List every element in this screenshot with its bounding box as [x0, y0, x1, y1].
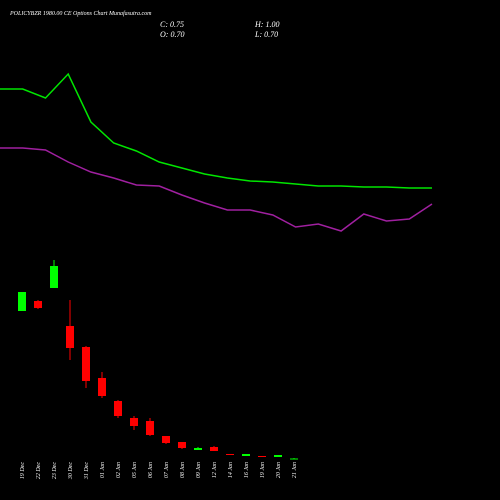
candle-body: [98, 378, 106, 396]
line-series: [0, 147, 433, 232]
x-tick-label: 01 Jan: [100, 462, 106, 478]
x-tick-label: 19 Jan: [260, 462, 266, 478]
x-tick-label: 30 Dec: [68, 462, 74, 480]
quote-low: L: 0.70: [254, 30, 278, 39]
line-series: [0, 72, 432, 189]
x-tick-label: 12 Jan: [212, 462, 218, 478]
x-tick-label: 19 Dec: [20, 462, 26, 479]
candle-body: [50, 266, 58, 288]
x-tick-label: 23 Dec: [52, 462, 58, 479]
x-tick-label: 08 Jan: [180, 462, 186, 478]
candle-body: [178, 442, 186, 448]
x-tick-label: 21 Jan: [292, 462, 298, 478]
candle-body: [34, 301, 42, 308]
candle-body: [210, 447, 218, 451]
candle-body: [226, 454, 234, 455]
candle-body: [242, 454, 250, 456]
x-tick-label: 02 Jan: [116, 462, 122, 478]
x-tick-label: 07 Jan: [164, 462, 170, 478]
x-tick-label: 22 Dec: [36, 462, 42, 479]
candle-body: [146, 421, 154, 435]
candle-body: [18, 292, 26, 311]
candle-body: [274, 455, 282, 457]
quote-close: C: 0.75: [160, 20, 184, 29]
x-tick-label: 31 Dec: [84, 462, 90, 480]
candle-body: [162, 436, 170, 443]
x-tick-label: 14 Jan: [227, 462, 234, 478]
candle-body: [258, 456, 266, 457]
x-tick-label: 09 Jan: [196, 462, 202, 478]
x-tick-label: 05 Jan: [132, 462, 138, 478]
x-tick-label: 20 Jan: [276, 462, 282, 478]
chart-title: POLICYBZR 1980.00 CE Options Chart Munaf…: [9, 10, 152, 17]
candle-body: [114, 401, 122, 416]
candle-body: [290, 458, 298, 460]
candle-body: [66, 326, 74, 348]
quote-open: O: 0.70: [160, 30, 184, 39]
candle-body: [82, 347, 90, 381]
x-tick-label: 06 Jan: [148, 462, 154, 478]
candle-body: [194, 448, 202, 450]
quote-high: H: 1.00: [254, 20, 279, 29]
x-tick-label: 16 Jan: [244, 462, 250, 478]
candle-body: [130, 418, 138, 426]
